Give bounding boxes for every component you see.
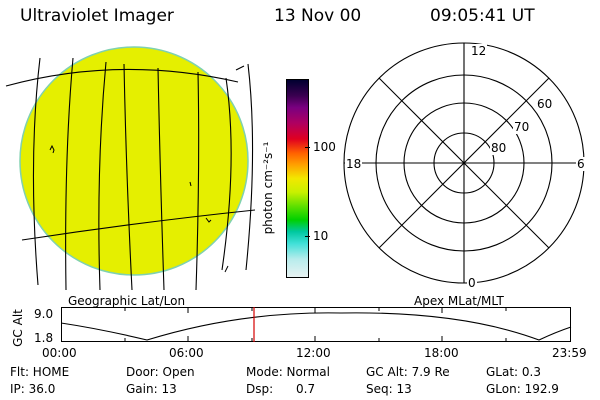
status-flight: Flt: HOME — [10, 365, 70, 379]
time-tick-1200: 12:00 — [296, 346, 331, 360]
altitude-axis-label: GC Alt — [11, 309, 25, 347]
earth-speckles — [49, 144, 229, 273]
mlat-label-60: 60 — [536, 97, 554, 111]
mlt-label-18: 18 — [345, 157, 363, 171]
status-door: Door: Open — [126, 365, 195, 379]
colorbar-tick-100 — [305, 147, 310, 148]
altitude-plot — [61, 307, 572, 342]
colorbar-tick-label-10: 10 — [313, 229, 329, 243]
status-glat: GLat: 0.3 — [486, 365, 541, 379]
mlt-label-6: 6 — [576, 157, 586, 171]
mlt-label-0: 0 — [467, 276, 477, 290]
polar-plot-panel — [343, 42, 585, 284]
time-label: 09:05:41 UT — [430, 6, 535, 26]
status-mode: Mode: Normal — [246, 365, 330, 379]
altitude-ymin-label: 1.8 — [34, 331, 54, 345]
mlt-label-12: 12 — [470, 44, 488, 58]
time-tick-0000: 00:00 — [42, 346, 77, 360]
status-ip: IP: 36.0 — [10, 382, 56, 396]
left-panel-caption: Geographic Lat/Lon — [68, 294, 186, 308]
colorbar-tick-label-100: 100 — [313, 140, 336, 154]
status-dsp: Dsp: 0.7 — [246, 382, 316, 396]
geographic-grid — [5, 57, 256, 291]
mlt-diagonal-2 — [378, 77, 550, 249]
altitude-curve — [61, 312, 572, 341]
status-gain: Gain: 13 — [126, 382, 177, 396]
time-tick-0600: 06:00 — [169, 346, 204, 360]
status-seq: Seq: 13 — [366, 382, 412, 396]
status-glon: GLon: 192.9 — [486, 382, 559, 396]
polar-grid — [343, 42, 585, 284]
instrument-title: Ultraviolet Imager — [20, 6, 174, 26]
colorbar — [286, 79, 309, 278]
time-tick-1800: 18:00 — [424, 346, 459, 360]
earth-disk — [19, 46, 249, 276]
status-gc-alt: GC Alt: 7.9 Re — [366, 365, 450, 379]
mlat-label-70: 70 — [513, 120, 531, 134]
colorbar-unit-label: photon cm⁻²s⁻¹ — [261, 141, 275, 235]
mlat-label-80: 80 — [490, 141, 508, 155]
altitude-plot-ticks — [124, 307, 507, 342]
colorbar-tick-10 — [305, 236, 310, 237]
right-panel-caption: Apex MLat/MLT — [414, 294, 504, 308]
altitude-ymax-label: 9.0 — [34, 307, 54, 321]
time-tick-2359: 23:59 — [552, 346, 587, 360]
earth-image-panel — [5, 46, 256, 291]
date-label: 13 Nov 00 — [274, 6, 362, 26]
